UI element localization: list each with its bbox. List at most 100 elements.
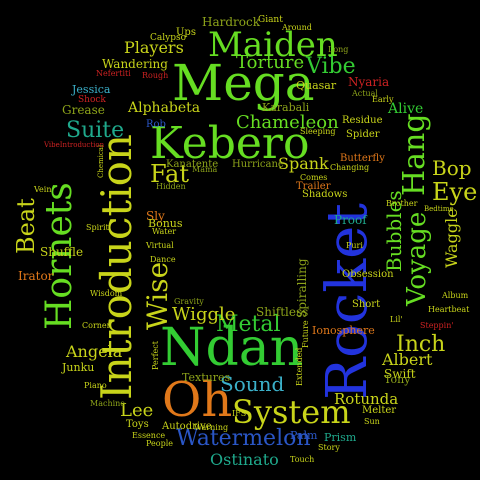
word-nefertiti: Nefertiti — [96, 69, 131, 78]
word-heartbeat: Heartbeat — [428, 305, 470, 314]
word-jessica: Jessica — [72, 83, 111, 96]
word-giant: Giant — [258, 15, 283, 25]
word-nyaria: Nyaria — [348, 75, 390, 89]
word-kebero: Kebero — [150, 118, 310, 169]
word-ostinato: Ostinato — [210, 450, 279, 469]
word-wandering: Wandering — [102, 57, 168, 71]
word-metal: Metal — [216, 312, 281, 337]
word-machine: Machine — [90, 399, 126, 408]
word-perfect: Perfect — [151, 341, 160, 370]
word-trailer: Trailer — [296, 181, 331, 192]
word-prism: Prism — [324, 431, 357, 444]
word-sound: Sound — [220, 372, 285, 396]
word-ionosphere: Ionosphere — [312, 324, 375, 337]
word-waggle: Waggle — [442, 208, 461, 268]
word-extended: Extended — [295, 347, 304, 386]
word-gravity: Gravity — [174, 297, 204, 306]
word-maiden: Maiden — [208, 25, 338, 65]
word-touch: Touch — [290, 455, 315, 464]
word-wisdom: Wisdom — [90, 289, 123, 298]
word-sly: Sly — [146, 209, 165, 223]
word-future: Future — [301, 320, 310, 348]
word-system: System — [232, 393, 351, 431]
word-steppin: Steppin' — [420, 321, 454, 330]
word-actual: Actual — [352, 89, 378, 98]
word-toys: Toys — [126, 419, 149, 430]
word-tony: Tony — [384, 373, 411, 386]
word-quasar: Quasar — [296, 79, 337, 92]
word-textures: Textures — [182, 371, 231, 384]
word-mama: Mama — [192, 165, 218, 174]
word-oh: Oh — [162, 372, 233, 428]
word-ifs: IFS — [232, 409, 247, 418]
word-ndan: Ndan — [160, 318, 304, 378]
word-torture: Torture — [236, 52, 305, 73]
word-hurricane: Hurricane — [232, 159, 284, 170]
word-piano: Piano — [84, 381, 107, 390]
word-obsession: Obsession — [342, 269, 394, 280]
word-story: Story — [318, 443, 340, 452]
word-residue: Residue — [342, 115, 383, 126]
word-rough: Rough — [142, 71, 169, 80]
word-fat: Fat — [150, 160, 189, 188]
word-bop: Bop — [432, 156, 472, 180]
word-kanatente: Kanatente — [166, 159, 219, 170]
word-butterfly: Butterfly — [340, 153, 385, 164]
word-spank: Spank — [278, 154, 329, 173]
word-puri: Puri — [346, 241, 363, 250]
word-spiralling: Spiralling — [295, 258, 309, 318]
word-suite: Suite — [66, 118, 125, 143]
word-melter: Melter — [362, 405, 397, 416]
word-short: Short — [352, 299, 381, 310]
word-karabali: Karabali — [262, 101, 310, 114]
word-junku: Junku — [62, 361, 95, 374]
word-vibe: Vibe — [306, 54, 356, 79]
word-hidden: Hidden — [156, 182, 186, 191]
word-early: Early — [372, 95, 394, 104]
word-long: Long — [328, 45, 349, 54]
word-lil: Lil' — [390, 315, 403, 324]
word-lee: Lee — [120, 400, 154, 421]
word-alphabeta: Alphabeta — [128, 100, 201, 116]
word-vein: Vein — [34, 185, 52, 194]
word-wiggle: Wiggle — [172, 304, 236, 325]
word-corner: Corner — [82, 321, 111, 330]
word-hardrock: Hardrock — [202, 15, 260, 29]
word-essence: Essence — [132, 431, 166, 440]
word-alive: Alive — [388, 101, 424, 117]
word-sun: Sun — [364, 417, 380, 426]
word-inch: Inch — [396, 332, 446, 357]
word-eye: Eye — [432, 178, 478, 206]
word-shuffle: Shuffle — [40, 245, 84, 259]
word-autodrive: Autodrive — [162, 421, 212, 432]
word-chemical: Chemical — [97, 144, 105, 178]
word-swift: Swift — [384, 367, 416, 381]
word-watermelon: Watermelon — [176, 426, 311, 451]
word-palm: Palm — [290, 429, 318, 442]
word-grease: Grease — [62, 103, 105, 117]
word-shock: Shock — [78, 95, 106, 105]
word-proof: Proof — [334, 213, 367, 227]
word-angela: Angela — [66, 342, 123, 361]
word-changing: Changing — [330, 163, 370, 172]
word-mega: Mega — [172, 54, 315, 112]
word-brother: Brother — [386, 199, 418, 208]
word-spider: Spider — [346, 129, 380, 140]
word-water: Water — [152, 227, 177, 236]
word-dance: Dance — [150, 255, 176, 264]
word-shadows: Shadows — [302, 189, 348, 200]
word-rob: Rob — [146, 119, 166, 130]
word-albert: Albert — [382, 350, 433, 369]
word-chameleon: Chameleon — [236, 112, 339, 133]
word-comes: Comes — [300, 173, 328, 182]
word-people: People — [146, 439, 173, 448]
word-beat: Beat — [12, 198, 40, 254]
word-vibeintroduction: VibeIntroduction — [44, 141, 105, 149]
word-spirit: Spirit — [86, 223, 109, 232]
word-rotunda: Rotunda — [334, 390, 399, 408]
word-hang: Hang — [397, 113, 432, 196]
word-virtual: Virtual — [146, 241, 174, 250]
word-irator: Irator — [18, 269, 54, 283]
word-sleeping: Sleeping — [300, 127, 336, 136]
